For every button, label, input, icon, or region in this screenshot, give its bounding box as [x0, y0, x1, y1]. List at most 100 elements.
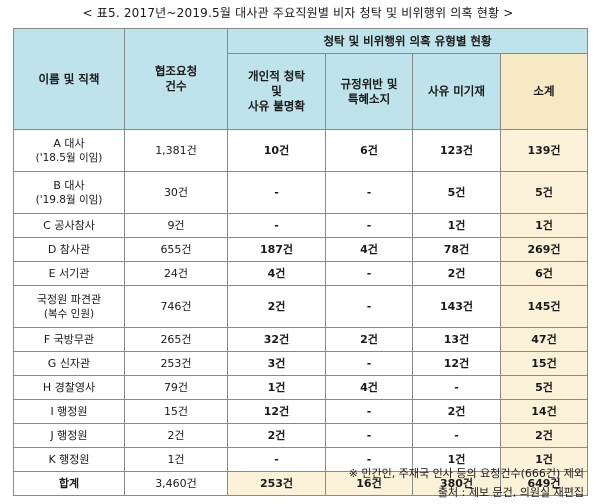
row-no-reason: 2건	[412, 399, 501, 424]
row-violation: -	[325, 285, 413, 328]
row-subtotal: 5건	[499, 171, 589, 214]
row-no-reason: -	[412, 423, 501, 448]
row-subtotal: 269건	[499, 237, 589, 262]
row-no-reason: 13건	[412, 327, 501, 352]
row-name: I 행정원	[13, 399, 125, 424]
table-row: C 공사참사 9건 - - 1건 1건	[13, 213, 589, 238]
row-name: G 신자관	[13, 351, 125, 376]
row-name: A 대사 ('18.5월 이임)	[13, 129, 125, 172]
row-violation: -	[325, 423, 413, 448]
table-row: D 참사관 655건 187건 4건 78건 269건	[13, 237, 589, 262]
row-name: H 경찰영사	[13, 375, 125, 400]
row-name: B 대사 ('19.8월 이임)	[13, 171, 125, 214]
row-no-reason: -	[412, 375, 501, 400]
table-row: J 행정원 2건 2건 - - 2건	[13, 423, 589, 448]
table-row: K 행정원 1건 - - 1건 1건	[13, 447, 589, 472]
total-no-reason: 380건	[412, 471, 501, 496]
row-requests: 79건	[124, 375, 228, 400]
row-requests: 746건	[124, 285, 228, 328]
row-subtotal: 1건	[499, 213, 589, 238]
header-personal: 개인적 청탁 및 사유 불명확	[227, 53, 326, 130]
table-row: I 행정원 15건 12건 - 2건 14건	[13, 399, 589, 424]
row-subtotal: 5건	[499, 375, 589, 400]
table-row: A 대사 ('18.5월 이임) 1,381건 10건 6건 123건 139건	[13, 129, 589, 172]
row-personal: 2건	[227, 423, 326, 448]
row-subtotal: 145건	[499, 285, 589, 328]
table-title: < 표5. 2017년~2019.5월 대사관 주요직원별 비자 청탁 및 비위…	[82, 6, 514, 20]
row-violation: -	[325, 351, 413, 376]
row-subtotal: 15건	[499, 351, 589, 376]
row-requests: 655건	[124, 237, 228, 262]
row-violation: -	[325, 399, 413, 424]
row-violation: 6건	[325, 129, 413, 172]
row-personal: -	[227, 171, 326, 214]
row-subtotal: 139건	[499, 129, 589, 172]
row-requests: 1건	[124, 447, 228, 472]
row-name: E 서기관	[13, 261, 125, 286]
row-no-reason: 1건	[412, 213, 501, 238]
table-row: F 국방무관 265건 32건 2건 13건 47건	[13, 327, 589, 352]
total-subtotal: 649건	[499, 471, 589, 496]
row-personal: 187건	[227, 237, 326, 262]
row-violation: 4건	[325, 375, 413, 400]
row-subtotal: 47건	[499, 327, 589, 352]
row-subtotal: 14건	[499, 399, 589, 424]
row-requests: 9건	[124, 213, 228, 238]
header-requests: 협조요청 건수	[124, 28, 228, 130]
row-requests: 253건	[124, 351, 228, 376]
row-no-reason: 143건	[412, 285, 501, 328]
row-name: K 행정원	[13, 447, 125, 472]
row-violation: 4건	[325, 237, 413, 262]
row-no-reason: 5건	[412, 171, 501, 214]
total-name: 합계	[13, 471, 125, 496]
table-row: E 서기관 24건 4건 - 2건 6건	[13, 261, 589, 286]
row-violation: 2건	[325, 327, 413, 352]
row-name: J 행정원	[13, 423, 125, 448]
table-row: 국정원 파견관 (복수 인원) 746건 2건 - 143건 145건	[13, 285, 589, 328]
row-personal: 12건	[227, 399, 326, 424]
total-violation: 16건	[325, 471, 413, 496]
exclusion-note: ※ 민간인, 주재국 인사 등의 요청건수(666건) 제외	[348, 467, 584, 480]
row-violation: -	[325, 171, 413, 214]
row-personal: 1건	[227, 375, 326, 400]
row-personal: 3건	[227, 351, 326, 376]
table-row: H 경찰영사 79건 1건 4건 - 5건	[13, 375, 589, 400]
row-subtotal: 6건	[499, 261, 589, 286]
row-personal: -	[227, 213, 326, 238]
table-row: B 대사 ('19.8월 이임) 30건 - - 5건 5건	[13, 171, 589, 214]
header-no-reason: 사유 미기재	[412, 53, 501, 130]
row-requests: 2건	[124, 423, 228, 448]
row-requests: 1,381건	[124, 129, 228, 172]
row-personal: 4건	[227, 261, 326, 286]
row-personal: 32건	[227, 327, 326, 352]
row-no-reason: 78건	[412, 237, 501, 262]
total-requests: 3,460건	[124, 471, 228, 496]
row-name: F 국방무관	[13, 327, 125, 352]
header-subtotal: 소계	[499, 53, 589, 130]
source-note: 출처 : 제보 문건, 의원실 재편집	[437, 486, 584, 499]
table-total-row: 합계 3,460건 253건 16건 380건 649건	[13, 471, 589, 496]
row-requests: 30건	[124, 171, 228, 214]
row-subtotal: 2건	[499, 423, 589, 448]
row-requests: 15건	[124, 399, 228, 424]
row-subtotal: 1건	[499, 447, 589, 472]
row-requests: 24건	[124, 261, 228, 286]
total-personal: 253건	[227, 471, 326, 496]
row-name: 국정원 파견관 (복수 인원)	[13, 285, 125, 328]
row-no-reason: 2건	[412, 261, 501, 286]
row-personal: 10건	[227, 129, 326, 172]
table-row: G 신자관 253건 3건 - 12건 15건	[13, 351, 589, 376]
row-personal: -	[227, 447, 326, 472]
row-name: D 참사관	[13, 237, 125, 262]
row-personal: 2건	[227, 285, 326, 328]
row-violation: -	[325, 213, 413, 238]
row-no-reason: 12건	[412, 351, 501, 376]
row-violation: -	[325, 261, 413, 286]
visa-request-table: 이름 및 직책 협조요청 건수 청탁 및 비위행위 의혹 유형별 현황 개인적 …	[13, 28, 589, 496]
header-name: 이름 및 직책	[13, 28, 125, 130]
row-requests: 265건	[124, 327, 228, 352]
row-name: C 공사참사	[13, 213, 125, 238]
row-no-reason: 123건	[412, 129, 501, 172]
header-violation: 규정위반 및 특혜소지	[325, 53, 413, 130]
header-group: 청탁 및 비위행위 의혹 유형별 현황	[226, 28, 589, 54]
